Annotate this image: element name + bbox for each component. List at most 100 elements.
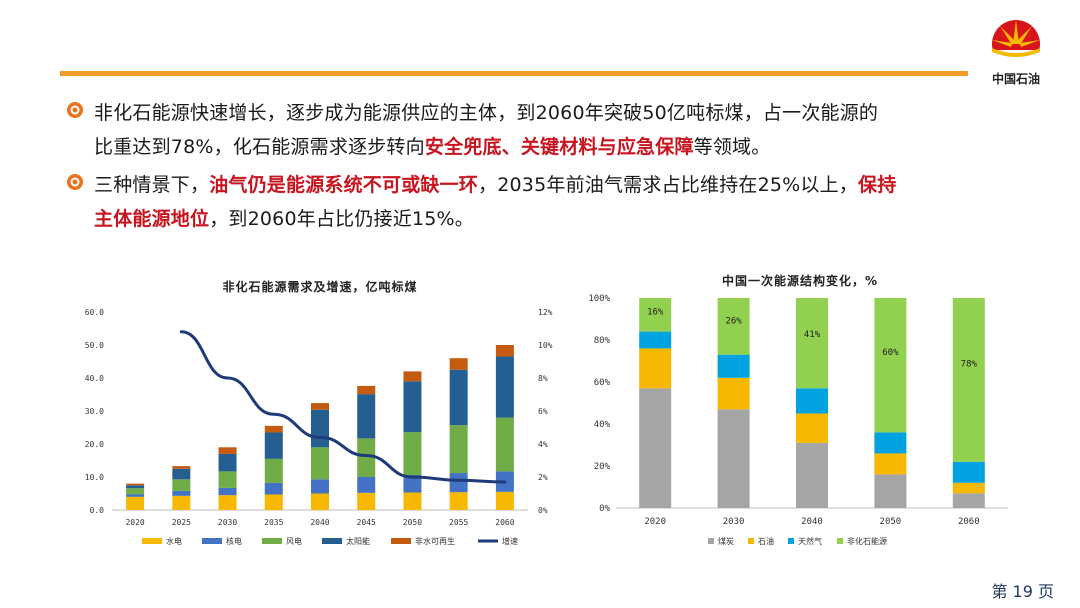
highlight-text: 保持 xyxy=(858,174,897,196)
bar-segment xyxy=(311,479,329,494)
bar-segment xyxy=(311,409,329,448)
bar-segment xyxy=(449,358,468,370)
bar-segment xyxy=(952,461,985,483)
bullet-item: 非化石能源快速增长，逐步成为能源供应的主体，到2060年突破50亿吨标煤，占一次… xyxy=(66,96,1026,164)
bar-segment xyxy=(172,468,191,480)
data-label: 41% xyxy=(804,330,821,340)
bar-segment xyxy=(126,485,145,489)
page-number: 第 19 页 xyxy=(991,582,1054,601)
header-rule xyxy=(60,71,968,76)
legend-label: 风电 xyxy=(286,536,302,546)
x-tick-label: 2035 xyxy=(264,518,283,527)
bar-segment xyxy=(403,475,422,493)
y-tick-label: 0% xyxy=(599,504,610,514)
bar-segment xyxy=(218,447,237,454)
legend-label: 非化石能源 xyxy=(847,536,887,546)
bar-segment xyxy=(218,453,237,472)
legend-swatch xyxy=(788,538,794,544)
bar-segment xyxy=(952,298,985,462)
data-label: 78% xyxy=(961,360,978,370)
x-tick-label: 2030 xyxy=(218,518,237,527)
bar-segment xyxy=(717,409,750,508)
bar-segment xyxy=(264,494,283,510)
bar-segment xyxy=(495,417,514,472)
bar-segment xyxy=(403,492,422,510)
bar-segment xyxy=(717,354,750,378)
bar-segment xyxy=(639,331,672,349)
legend-label: 非水可再生 xyxy=(415,536,455,546)
y2-tick-label: 10% xyxy=(538,341,553,350)
bullet-line: 比重达到78%，化石能源需求逐步转向安全兜底、关键材料与应急保障等领域。 xyxy=(94,130,1026,164)
body-text: 非化石能源快速增长，逐步成为能源供应的主体，到2060年突破50亿吨标煤，占一次… xyxy=(94,102,879,124)
y-tick-label: 20% xyxy=(594,462,611,472)
x-tick-label: 2060 xyxy=(958,517,980,527)
x-tick-label: 2045 xyxy=(357,518,376,527)
bar-segment xyxy=(172,466,191,469)
bar-segment xyxy=(172,479,191,491)
highlight-text: 安全兜底、关键材料与应急保障 xyxy=(424,136,694,158)
bar-segment xyxy=(952,482,985,494)
bar-segment xyxy=(172,495,191,510)
y-tick-label: 80% xyxy=(594,336,611,346)
y-tick-label: 60% xyxy=(594,378,611,388)
bullet-line: 三种情景下，油气仍是能源系统不可或缺一环，2035年前油气需求占比维持在25%以… xyxy=(94,168,1026,202)
bar-segment xyxy=(357,438,376,477)
bar-segment xyxy=(639,298,672,332)
y-tick-label: 0.0 xyxy=(90,506,105,515)
legend-swatch xyxy=(202,538,222,544)
bullet-line: 主体能源地位，到2060年占比仍接近15%。 xyxy=(94,202,1026,236)
highlight-text: 油气仍是能源系统不可或缺一环 xyxy=(209,174,479,196)
bar-segment xyxy=(357,477,376,493)
bar-segment xyxy=(264,432,283,459)
y2-tick-label: 4% xyxy=(538,440,548,449)
bullet-icon xyxy=(67,174,83,190)
bar-segment xyxy=(639,388,672,508)
legend-swatch xyxy=(391,538,411,544)
legend-swatch xyxy=(262,538,282,544)
data-label: 26% xyxy=(725,317,742,327)
bar-segment xyxy=(796,298,828,389)
body-text: ，到2060年占比仍接近15%。 xyxy=(209,208,474,230)
bar-segment xyxy=(218,495,237,510)
bar-segment xyxy=(264,482,283,495)
data-label: 60% xyxy=(882,348,899,358)
legend-swatch xyxy=(322,538,342,544)
x-tick-label: 2060 xyxy=(495,518,514,527)
y-tick-label: 60.0 xyxy=(85,308,104,317)
bar-segment xyxy=(796,388,828,414)
bullet-item: 三种情景下，油气仍是能源系统不可或缺一环，2035年前油气需求占比维持在25%以… xyxy=(66,168,1026,236)
x-tick-label: 2040 xyxy=(801,517,823,527)
bar-segment xyxy=(264,425,283,433)
x-tick-label: 2025 xyxy=(172,518,191,527)
bar-segment xyxy=(796,442,828,508)
legend-label: 太阳能 xyxy=(346,536,370,546)
y-tick-label: 50.0 xyxy=(85,341,104,350)
chart-2-title: 中国一次能源结构变化，% xyxy=(721,274,879,288)
bullet-list: 非化石能源快速增长，逐步成为能源供应的主体，到2060年突破50亿吨标煤，占一次… xyxy=(66,96,1026,240)
body-text: 三种情景下， xyxy=(94,174,210,196)
legend-swatch xyxy=(708,538,714,544)
y-tick-label: 20.0 xyxy=(85,440,104,449)
body-text: 等领域。 xyxy=(693,136,771,158)
legend-label: 石油 xyxy=(758,536,774,546)
y2-tick-label: 12% xyxy=(538,308,553,317)
y-tick-label: 40.0 xyxy=(85,374,104,383)
bar-segment xyxy=(449,473,468,493)
legend-swatch xyxy=(748,538,754,544)
growth-line xyxy=(179,330,507,484)
y-tick-label: 30.0 xyxy=(85,407,104,416)
bullet-icon xyxy=(67,102,83,118)
legend-label: 天然气 xyxy=(798,536,822,546)
energy-structure-chart: 0% 20% 40% 60% 80% 100% 2020 16% 2030 26% 2040 41% 2… xyxy=(588,294,1008,546)
brand-name: 中国石油 xyxy=(991,72,1040,86)
bar-segment xyxy=(357,394,376,439)
bar-segment xyxy=(495,491,514,510)
bar-segment xyxy=(403,432,422,476)
bar-segment xyxy=(264,458,283,483)
legend-label: 煤炭 xyxy=(718,536,734,546)
bar-segment xyxy=(874,474,907,508)
bar-segment xyxy=(403,381,422,433)
y-tick-label: 100% xyxy=(588,294,610,304)
bar-segment xyxy=(218,487,237,496)
x-tick-label: 2040 xyxy=(310,518,329,527)
